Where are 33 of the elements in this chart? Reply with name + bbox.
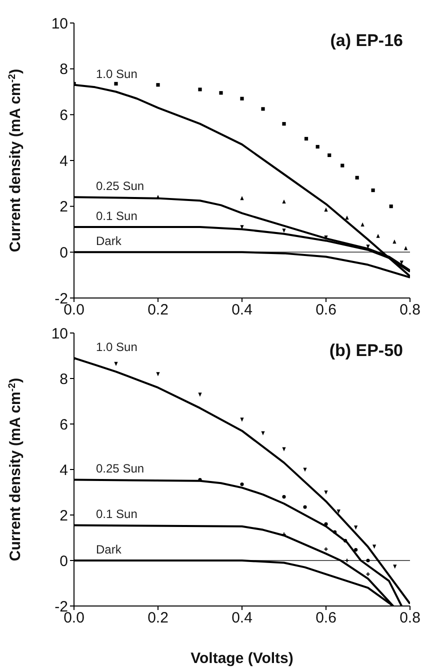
y-tick-label: 4 bbox=[60, 462, 68, 479]
series-label: 0.25 Sun bbox=[96, 462, 144, 476]
x-tick-label: 0.4 bbox=[232, 610, 252, 627]
series-label: 1.0 Sun bbox=[96, 66, 138, 81]
series-label: 0.1 Sun bbox=[96, 507, 138, 522]
x-tick-label: 0.8 bbox=[400, 610, 420, 627]
y-tick-label: 2 bbox=[60, 198, 68, 216]
y-tick-label: 0 bbox=[60, 552, 68, 570]
x-tick-label: 0.6 bbox=[316, 610, 336, 627]
series-label: 0.1 Sun bbox=[96, 208, 138, 223]
y-tick-label: 0 bbox=[60, 244, 68, 262]
x-tick-label: 0.8 bbox=[400, 302, 420, 319]
x-tick-label: 0.0 bbox=[64, 610, 84, 627]
x-tick-label: 0.2 bbox=[148, 610, 168, 627]
y-tick-label: 4 bbox=[60, 152, 68, 170]
series-label: Dark bbox=[96, 234, 122, 248]
series-label: Dark bbox=[96, 542, 122, 556]
y-tick-label: 2 bbox=[60, 507, 68, 524]
series-label: 0.25 Sun bbox=[96, 179, 144, 194]
x-tick-label: 0.0 bbox=[64, 302, 84, 319]
x-tick-label: 0.6 bbox=[316, 302, 336, 319]
y-tick-label: 10 bbox=[51, 15, 68, 32]
y-tick-label: 8 bbox=[60, 61, 68, 78]
y-tick-label: 10 bbox=[51, 325, 68, 342]
x-tick-label: 0.4 bbox=[232, 302, 252, 319]
x-tick-label: 0.2 bbox=[148, 302, 168, 319]
series-label: 1.0 Sun bbox=[96, 340, 138, 354]
x-axis-title: Voltage (Volts) bbox=[190, 650, 294, 667]
y-tick-label: 8 bbox=[60, 370, 68, 388]
y-tick-label: 6 bbox=[60, 106, 68, 124]
y-tick-label: 6 bbox=[60, 416, 68, 434]
text: (b) EP-50 bbox=[329, 341, 403, 361]
text: (a) EP-16 bbox=[330, 31, 403, 51]
